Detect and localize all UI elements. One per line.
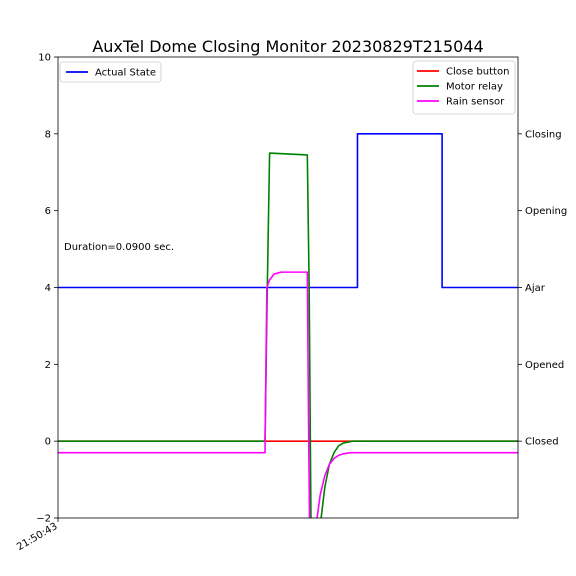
series-line-rain-sensor <box>58 271 518 518</box>
series-layer <box>58 133 518 518</box>
state-tick-label-opening: Opening <box>525 206 567 217</box>
y-tick-label: 2 <box>45 360 51 371</box>
legend-label-rain-sensor: Rain sensor <box>446 97 505 108</box>
y-tick-label: 0 <box>45 437 51 448</box>
legend-label-close-button: Close button <box>446 67 509 78</box>
y-tick-label: 10 <box>38 53 51 64</box>
y-tick-label: 4 <box>45 283 51 294</box>
state-tick-label-opened: Opened <box>525 360 564 371</box>
left-axis: −2 0 2 4 6 8 10 <box>36 53 58 525</box>
y-tick-label: 8 <box>45 129 51 140</box>
legend-label-actual-state: Actual State <box>95 68 156 79</box>
duration-annotation: Duration=0.0900 sec. <box>64 242 174 253</box>
state-tick-label-closed: Closed <box>525 437 559 448</box>
x-tick-label: 21:50:43 <box>15 521 59 553</box>
legend-label-motor-relay: Motor relay <box>446 82 503 93</box>
legend-sensors: Close button Motor relay Rain sensor <box>412 60 516 115</box>
series-line-actual-state <box>58 133 518 289</box>
series-line-motor-relay <box>58 152 518 518</box>
y-tick-label: 6 <box>45 206 51 217</box>
state-tick-label-closing: Closing <box>525 129 562 140</box>
y-tick-label: −2 <box>36 514 51 525</box>
state-tick-label-ajar: Ajar <box>525 283 546 294</box>
legend-actual-state: Actual State <box>59 61 162 83</box>
right-axis: Closed Opened Ajar Opening Closing <box>518 129 567 448</box>
chart-title: AuxTel Dome Closing Monitor 20230829T215… <box>92 37 483 56</box>
